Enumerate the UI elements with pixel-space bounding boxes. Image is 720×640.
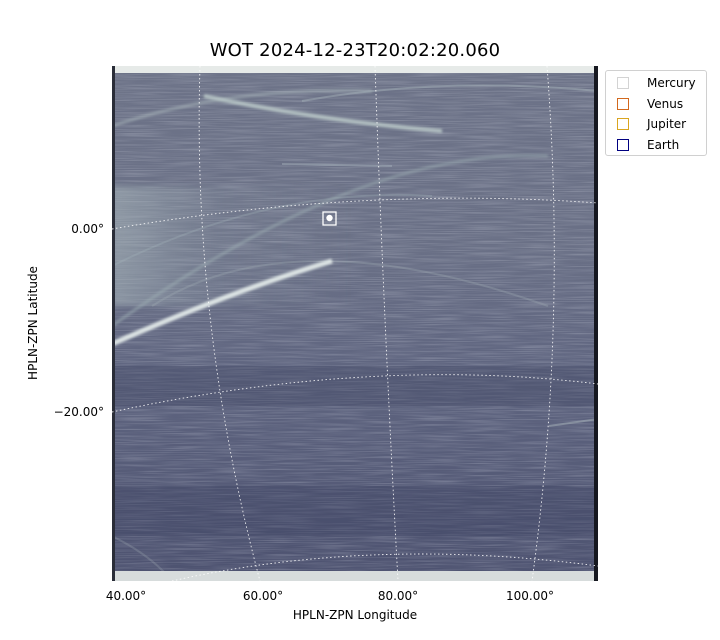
grid-parallel (112, 197, 598, 230)
legend: Mercury Venus Jupiter Earth (605, 70, 707, 156)
legend-swatch (617, 98, 629, 110)
x-axis-label: HPLN-ZPN Longitude (292, 608, 418, 622)
legend-item-earth: Earth (617, 136, 679, 154)
legend-label: Earth (647, 138, 680, 152)
grid-parallel (112, 374, 598, 413)
faint-arc (112, 88, 373, 128)
legend-swatch (617, 77, 629, 89)
legend-item-venus: Venus (617, 95, 683, 113)
coordinate-grid (112, 66, 598, 581)
faint-arc (301, 84, 598, 102)
grid-meridian (374, 66, 399, 581)
x-tick-label: 40.00° (105, 589, 147, 603)
plot-title: WOT 2024-12-23T20:02:20.060 (209, 40, 501, 61)
legend-label: Venus (647, 97, 684, 111)
dark-band (112, 366, 598, 406)
faint-arc (281, 163, 393, 167)
y-tick-label: −20.00° (53, 405, 104, 419)
image-edge-bottom (112, 571, 598, 581)
x-tick-label: 100.00° (506, 589, 554, 603)
legend-label: Mercury (647, 76, 696, 90)
x-tick-label: 80.00° (377, 589, 419, 603)
image-edge-left (112, 66, 115, 581)
bright-streak (112, 258, 333, 347)
heliospheric-image (112, 66, 598, 581)
dark-band (112, 486, 598, 536)
image-texture (112, 66, 598, 581)
faint-arc (112, 153, 549, 328)
comet-streak (203, 94, 443, 133)
planet-marker (322, 211, 337, 226)
legend-label: Jupiter (647, 117, 687, 131)
planet-dot (326, 214, 333, 222)
image-panel (112, 66, 598, 581)
legend-swatch (617, 118, 629, 130)
faint-arc (112, 193, 433, 267)
x-tick-label: 60.00° (242, 589, 284, 603)
image-edge-top (112, 66, 598, 73)
y-tick-label: 0.00° (71, 222, 104, 236)
faint-arc (151, 260, 549, 307)
legend-item-mercury: Mercury (617, 74, 696, 92)
grid-parallel (171, 553, 598, 581)
grid-meridian (531, 66, 555, 581)
legend-swatch (617, 139, 629, 151)
image-edge-right (594, 66, 598, 581)
faint-arc (548, 418, 598, 427)
y-axis-label: HPLN-ZPN Latitude (26, 266, 40, 380)
legend-item-jupiter: Jupiter (617, 115, 686, 133)
zodiacal-glow (112, 186, 352, 306)
